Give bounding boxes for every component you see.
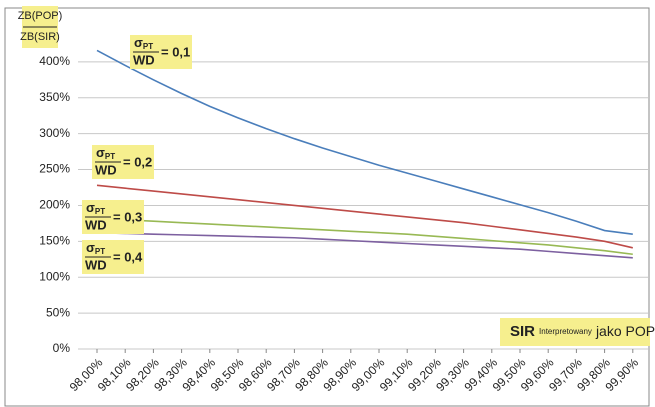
- symbol: σ: [96, 145, 105, 160]
- symbol: σ: [86, 240, 95, 255]
- annotation-numerator: σPT: [86, 240, 105, 256]
- y-tick-label: 200%: [39, 198, 70, 212]
- annotation-denominator: WD: [85, 257, 107, 272]
- y-tick-label: 100%: [39, 269, 70, 283]
- y-tick-label: 250%: [39, 162, 70, 176]
- annotation-value: = 0,4: [113, 249, 143, 264]
- series-line: [96, 184, 633, 249]
- y-tick-label: 300%: [39, 126, 70, 140]
- y-tick-label: 0%: [53, 341, 71, 355]
- subscript: PT: [95, 247, 105, 256]
- x-note-small: Interpretowany: [539, 327, 592, 336]
- subscript: PT: [143, 42, 153, 51]
- annotation-numerator: σPT: [96, 145, 115, 161]
- x-note: SIR Interpretowany jako POP: [510, 323, 655, 340]
- x-note-rest: jako POP: [595, 323, 655, 339]
- annotation-numerator: σPT: [86, 200, 105, 216]
- y-label-numerator: ZB(POP): [18, 10, 63, 22]
- annotation-denominator: WD: [85, 217, 107, 232]
- x-note-box: [500, 318, 650, 346]
- annotation-numerator: σPT: [134, 35, 153, 51]
- annotation-value: = 0,3: [113, 209, 142, 224]
- annotation-value: = 0,2: [123, 154, 152, 169]
- series-line: [96, 231, 633, 259]
- y-tick-label: 50%: [46, 305, 70, 319]
- y-label-denominator: ZB(SIR): [20, 31, 60, 43]
- annotation-denominator: WD: [95, 162, 117, 177]
- series-line: [96, 217, 633, 256]
- series-line: [96, 49, 633, 235]
- annotation-denominator: WD: [133, 52, 155, 67]
- y-tick-label: 350%: [39, 90, 70, 104]
- y-tick-label: 400%: [39, 54, 70, 68]
- x-note-main: SIR: [510, 323, 535, 340]
- subscript: PT: [95, 207, 105, 216]
- symbol: σ: [134, 35, 143, 50]
- y-tick-label: 150%: [39, 234, 70, 248]
- annotation-value: = 0,1: [161, 44, 190, 59]
- symbol: σ: [86, 200, 95, 215]
- subscript: PT: [105, 152, 115, 161]
- chart-border: [4, 7, 650, 407]
